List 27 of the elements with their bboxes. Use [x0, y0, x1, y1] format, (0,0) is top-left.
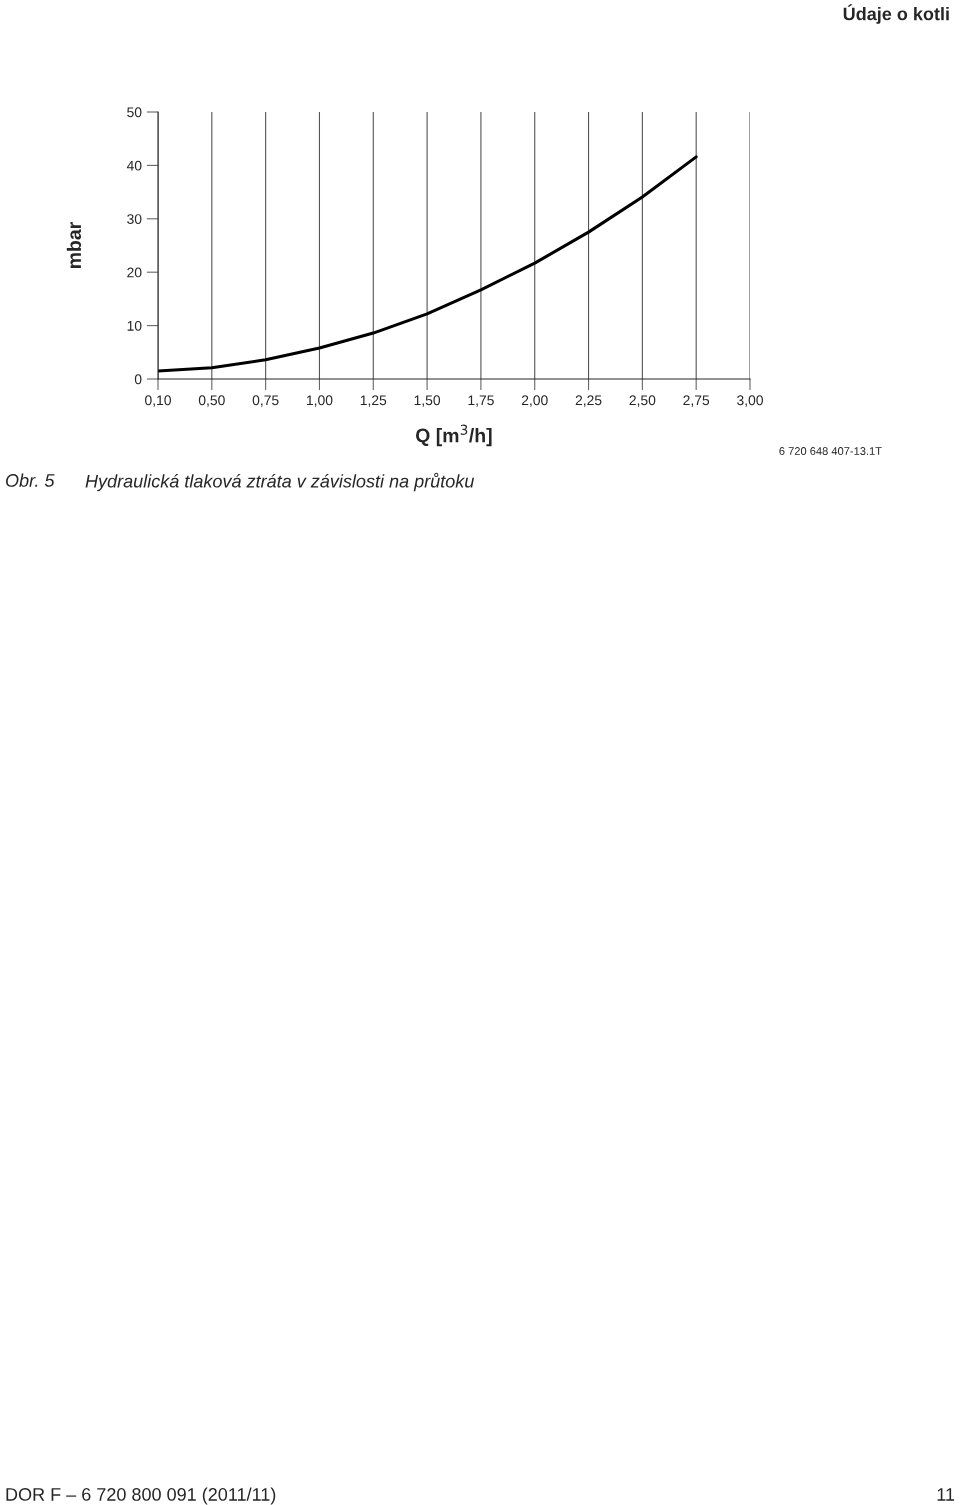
- y-tick-label: 30: [127, 214, 142, 224]
- y-tick-label: 50: [127, 107, 142, 118]
- y-tick-label: 40: [126, 160, 142, 171]
- x-tick-label: 1,50: [414, 395, 441, 407]
- y-tick-label: 20: [127, 267, 142, 278]
- x-axis-title: Q [m$^{3}$/h]: [416, 424, 492, 447]
- text: 6 720 648 407-13.1T: [779, 447, 882, 455]
- x-tick-label: 0,10: [145, 395, 171, 407]
- x-tick-label: 2,00: [521, 395, 548, 407]
- x-tick-label: 0,75: [252, 395, 279, 407]
- x-tick-label: 1,75: [468, 395, 494, 407]
- x-tick-label: 2,50: [629, 395, 656, 407]
- x-tick-label: 0,50: [198, 395, 225, 407]
- y-axis-title: mbar: [66, 222, 82, 268]
- x-tick-label: 2,75: [683, 395, 710, 407]
- text: DOR F – 6 720 800 091 (2011/11): [6, 1487, 276, 1505]
- text: Obr. 5: [5, 473, 55, 487]
- y-tick-label: 0: [134, 374, 142, 385]
- line-series: [158, 155, 698, 373]
- x-tick-label: 1,00: [307, 395, 333, 407]
- text: Hydraulická tlaková ztráta v závislosti na průtoku: [85, 472, 474, 492]
- x-tick-label: 1,25: [360, 395, 387, 407]
- x-tick-label: 2,25: [575, 395, 602, 407]
- text: 11: [937, 1488, 955, 1501]
- y-tick-label: 10: [127, 320, 142, 331]
- text: Údaje o kotli: [843, 4, 949, 24]
- x-tick-label: 3,00: [737, 395, 763, 407]
